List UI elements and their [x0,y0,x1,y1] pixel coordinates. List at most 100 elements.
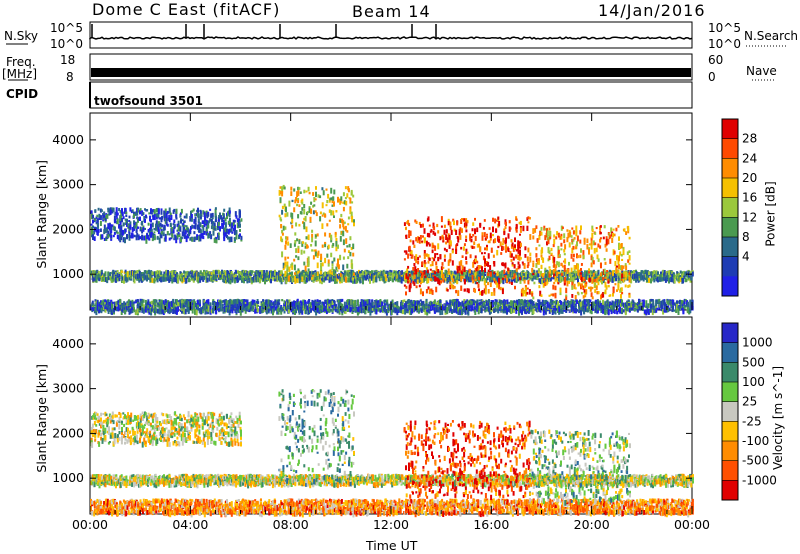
echo-cell [254,302,257,306]
echo-cell [476,299,479,303]
echo-cell [95,278,98,283]
echo-cell [128,305,130,310]
echo-cell [308,299,311,302]
echo-cell [619,308,622,314]
echo-cell [117,304,120,310]
echo-cell [131,299,134,304]
echo-cell [215,308,218,315]
echo-cell [287,309,290,314]
echo-cell [250,301,253,304]
echo-cell [156,270,159,275]
echo-cell [188,278,191,283]
echo-cell [209,309,212,315]
nsky-tick-top: 10^5 [50,21,83,35]
date-label: 14/Jan/2016 [598,1,706,20]
echo-cell [119,299,122,303]
echo-cell [186,299,189,303]
echo-cell [267,299,270,305]
echo-cell [201,308,204,314]
echo-cell [179,299,182,304]
echo-cell [326,308,329,312]
echo-cell [197,302,199,308]
echo-cell [203,276,205,280]
echo-cell [103,302,106,307]
echo-cell [369,278,371,284]
echo-cell [129,308,132,314]
echo-cell [231,309,234,314]
echo-cell [267,304,270,309]
echo-cell [294,304,296,309]
echo-cell [149,301,152,304]
echo-cell [244,301,247,304]
echo-cell [128,299,131,305]
echo-cell [125,302,127,305]
echo-cell [123,301,126,306]
echo-cell [119,305,122,308]
echo-cell [197,299,199,305]
echo-cell [296,275,299,278]
echo-cell [116,270,119,273]
echo-cell [150,308,153,312]
echo-cell [589,304,592,307]
echo-cell [203,300,206,303]
echo-cell [98,309,101,313]
echo-cell [91,300,94,306]
freq-label: Freq. [6,55,36,69]
echo-cell [215,301,218,307]
echo-cell [277,309,280,315]
echo-cell [147,299,150,303]
echo-cell [212,309,215,314]
echo-cell [174,301,177,307]
echo-cell [281,299,284,302]
echo-cell [295,308,298,314]
echo-cell [266,302,269,306]
echo-cell [172,302,175,309]
echo-cell [362,304,365,310]
echo-cell [212,300,215,305]
echo-cell [494,308,497,312]
echo-cell [142,309,145,314]
echo-cell [391,274,394,279]
echo-cell [310,302,312,306]
echo-cell [319,299,322,303]
echo-cell [292,309,295,313]
echo-cell [653,270,656,275]
echo-cell [229,303,232,310]
echo-cell [294,301,296,307]
echo-cell [427,277,430,284]
cpid-value: twofsound 3501 [94,94,203,108]
echo-cell [349,302,352,306]
freq-panel-frame [89,53,693,81]
echo-cell [265,309,268,315]
echo-cell [283,300,286,305]
echo-cell [128,308,131,315]
echo-cell [207,299,210,303]
echo-cell [396,301,399,307]
echo-cell [130,275,133,278]
echo-cell [356,299,359,306]
echo-cell [169,308,172,312]
echo-cell [152,303,155,309]
echo-cell [283,303,286,307]
echo-cell [102,299,105,303]
echo-cell [348,304,351,309]
echo-cell [326,305,329,309]
echo-cell [668,307,671,312]
echo-cell [96,305,99,311]
echo-cell [320,305,323,308]
echo-cell [117,300,120,303]
echo-cell [209,306,212,310]
echo-cell [115,301,118,307]
echo-cell [219,306,222,312]
echo-cell [354,299,357,304]
echo-cell [177,302,180,308]
echo-cell [257,308,260,312]
echo-cell [389,277,392,281]
echo-cell [207,310,210,315]
echo-cell [506,309,509,312]
echo-cell [270,278,272,284]
echo-cell [194,301,196,307]
echo-cell [108,304,111,307]
echo-cell [277,304,280,307]
